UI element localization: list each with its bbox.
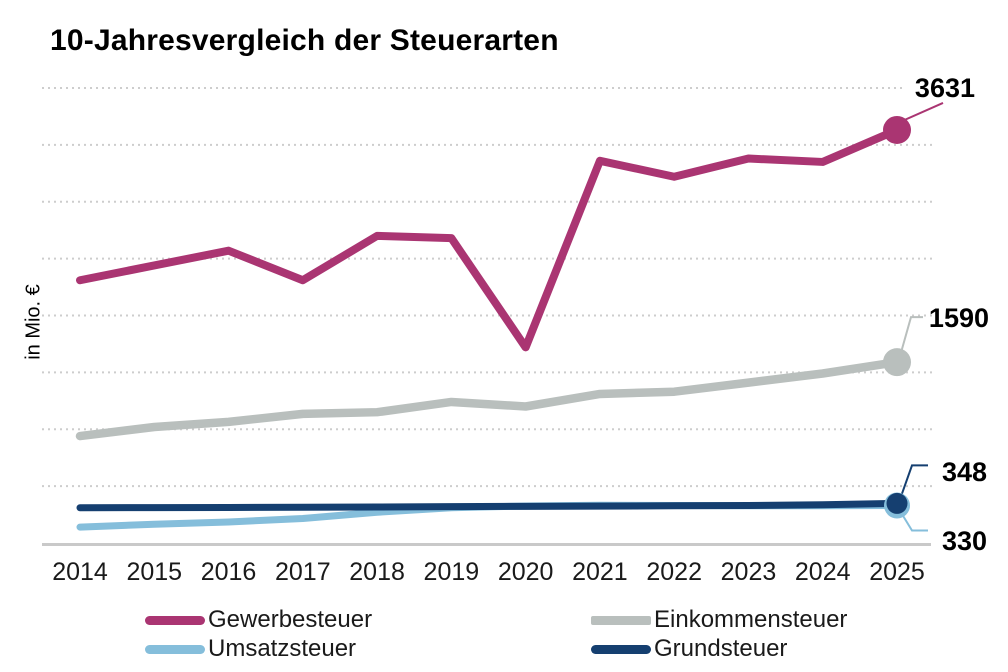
- x-axis-label-2025: 2025: [869, 558, 925, 586]
- legend-item-umsatzsteuer: Umsatzsteuer: [145, 635, 356, 663]
- legend-item-grundsteuer: Grundsteuer: [591, 635, 787, 663]
- end-value-label-gewerbesteuer: 3631: [915, 73, 975, 103]
- legend-swatch-einkommensteuer: [591, 615, 651, 625]
- end-dot-grundsteuer: [886, 492, 908, 514]
- end-value-label-grundsteuer: 348: [942, 457, 987, 487]
- chart-title: 10-Jahresvergleich der Steuerarten: [50, 24, 559, 57]
- end-value-label-umsatzsteuer: 330: [942, 526, 987, 556]
- legend-swatch-gewerbesteuer: [145, 615, 205, 625]
- series-line-einkommensteuer: [75, 357, 902, 441]
- x-axis-label-2016: 2016: [201, 558, 257, 586]
- legend-item-einkommensteuer: Einkommensteuer: [591, 606, 847, 634]
- x-axis-label-2019: 2019: [424, 558, 480, 586]
- series-line-grundsteuer: [76, 499, 901, 512]
- x-axis-label-2018: 2018: [349, 558, 405, 586]
- legend-item-gewerbesteuer: Gewerbesteuer: [145, 606, 372, 634]
- x-axis-label-2017: 2017: [275, 558, 331, 586]
- series-line-gewerbesteuer: [76, 125, 901, 352]
- legend-label-umsatzsteuer: Umsatzsteuer: [208, 635, 357, 662]
- x-axis-label-2021: 2021: [572, 558, 628, 586]
- legend-swatch-umsatzsteuer: [145, 644, 205, 654]
- x-axis-label-2015: 2015: [126, 558, 182, 586]
- legend-label-grundsteuer: Grundsteuer: [654, 635, 788, 662]
- x-axis-label-2024: 2024: [795, 558, 851, 586]
- end-dot-gewerbesteuer: [883, 115, 911, 144]
- x-axis-label-2020: 2020: [498, 558, 554, 586]
- legend-label-einkommensteuer: Einkommensteuer: [654, 606, 848, 633]
- end-dot-einkommensteuer: [883, 348, 911, 377]
- x-axis-label-2014: 2014: [52, 558, 108, 586]
- x-axis-label-2023: 2023: [721, 558, 777, 586]
- legend-swatch-grundsteuer: [591, 644, 651, 654]
- legend-label-gewerbesteuer: Gewerbesteuer: [208, 606, 373, 633]
- end-value-label-einkommensteuer: 1590: [929, 303, 989, 333]
- x-axis-label-2022: 2022: [646, 558, 702, 586]
